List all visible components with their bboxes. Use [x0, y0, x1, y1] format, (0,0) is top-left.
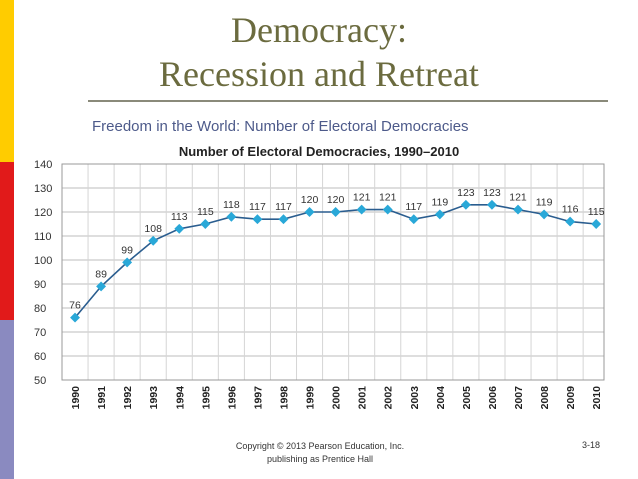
x-tick-label: 2008: [539, 386, 551, 410]
data-point: [252, 214, 263, 225]
data-point: [487, 199, 497, 210]
data-point: [408, 214, 419, 225]
x-tick-label: 1998: [278, 386, 290, 410]
accent-bar-purple: [0, 320, 14, 479]
y-tick-label: 50: [34, 375, 46, 387]
x-tick-label: 2009: [565, 386, 577, 410]
data-label: 76: [69, 300, 81, 312]
x-tick-label: 1997: [252, 386, 264, 410]
data-label: 119: [536, 196, 553, 208]
data-label: 117: [275, 201, 292, 213]
copyright-line: Copyright © 2013 Pearson Education, Inc.: [235, 441, 405, 451]
data-point: [122, 257, 133, 268]
y-tick-label: 120: [34, 207, 52, 219]
y-tick-label: 60: [34, 351, 46, 363]
plot-frame: [61, 163, 605, 381]
x-tick-label: 2010: [591, 386, 603, 410]
x-tick-label: 2000: [331, 386, 343, 410]
title-divider: [88, 100, 608, 102]
x-tick-label: 2003: [409, 386, 421, 410]
data-point: [565, 216, 576, 227]
y-tick-label: 140: [34, 159, 52, 171]
x-tick-label: 1993: [148, 386, 160, 410]
x-tick-label: 1995: [200, 386, 212, 410]
data-label: 123: [457, 187, 475, 199]
data-point: [304, 207, 315, 217]
data-label: 121: [379, 192, 397, 204]
x-tick-label: 2007: [513, 386, 525, 410]
data-label: 117: [405, 201, 422, 213]
y-tick-label: 80: [34, 303, 46, 315]
x-tick-label: 2004: [435, 386, 447, 410]
x-tick-label: 1994: [174, 386, 186, 410]
x-tick-label: 1991: [96, 386, 108, 410]
y-tick-label: 110: [34, 231, 52, 243]
data-point: [356, 204, 367, 215]
x-tick-label: 2001: [357, 386, 369, 410]
x-tick-label: 2005: [461, 386, 473, 410]
data-point: [434, 209, 445, 220]
data-point: [330, 207, 341, 217]
data-point: [591, 219, 602, 229]
data-point: [278, 214, 289, 225]
y-tick-label: 90: [34, 279, 46, 291]
copyright-footer: Copyright © 2013 Pearson Education, Inc.…: [210, 440, 430, 466]
data-label: 119: [431, 196, 448, 208]
data-label: 123: [483, 187, 501, 199]
slide-number: 3-18: [582, 440, 601, 450]
data-label: 121: [353, 192, 371, 204]
accent-bar-red: [0, 162, 14, 320]
accent-bar-yellow: [0, 0, 14, 162]
x-tick-label: 1990: [70, 386, 82, 410]
data-point: [539, 209, 550, 220]
y-tick-label: 70: [34, 327, 46, 339]
data-label: 120: [327, 194, 345, 206]
data-point: [382, 204, 393, 215]
data-point: [226, 211, 237, 222]
x-tick-label: 1999: [305, 386, 317, 410]
slide-title-line-2: Recession and Retreat: [159, 54, 479, 94]
chart-container: Number of Electoral Democracies, 1990–20…: [32, 140, 606, 416]
line-chart: Number of Electoral Democracies, 1990–20…: [34, 144, 605, 410]
data-point: [200, 219, 211, 229]
x-tick-label: 2002: [383, 386, 395, 410]
data-label: 118: [223, 199, 240, 211]
series-line: [74, 204, 597, 319]
x-tick-label: 1992: [122, 386, 134, 410]
data-label: 121: [509, 192, 527, 204]
data-label: 113: [171, 211, 188, 223]
data-label: 89: [95, 268, 107, 280]
data-point: [460, 199, 471, 210]
data-point: [148, 235, 159, 246]
y-tick-label: 100: [34, 255, 52, 267]
chart-title: Number of Electoral Democracies, 1990–20…: [179, 144, 459, 159]
data-label: 115: [197, 206, 214, 218]
data-label: 117: [249, 201, 266, 213]
x-tick-label: 1996: [226, 386, 238, 410]
publisher-line: publishing as Prentice Hall: [266, 454, 374, 464]
slide-title-line-1: Democracy:: [231, 10, 407, 50]
data-point: [174, 223, 185, 234]
data-point: [513, 204, 523, 215]
data-label: 99: [121, 244, 133, 256]
chart-subtitle: Freedom in the World: Number of Electora…: [92, 118, 469, 135]
data-label: 108: [144, 223, 162, 235]
data-label: 120: [301, 194, 319, 206]
data-label: 115: [588, 206, 605, 218]
data-label: 116: [562, 204, 579, 216]
y-tick-label: 130: [34, 183, 52, 195]
x-tick-label: 2006: [487, 386, 499, 410]
